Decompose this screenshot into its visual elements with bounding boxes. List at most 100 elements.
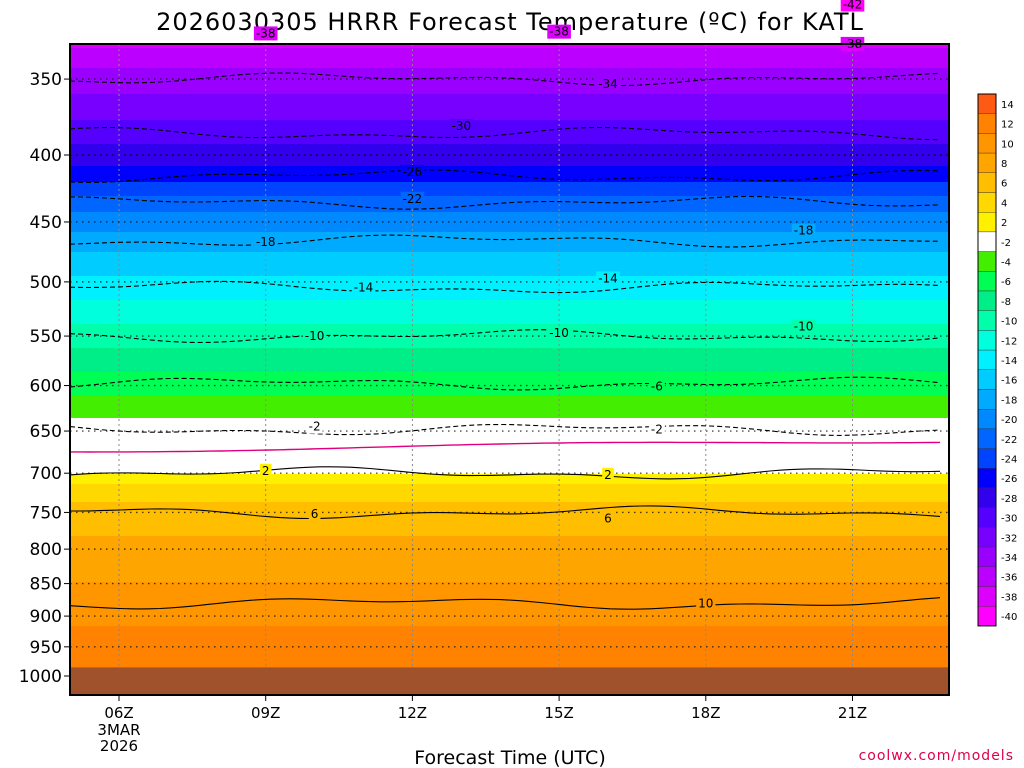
colorbar-label: -40	[1001, 612, 1017, 623]
temperature-band	[70, 230, 949, 233]
temperature-band	[70, 640, 949, 643]
temperature-band	[70, 66, 949, 69]
colorbar-label: 4	[1001, 198, 1007, 209]
temperature-band	[70, 112, 949, 115]
colorbar-swatch	[977, 192, 997, 213]
temperature-band	[70, 304, 949, 307]
temperature-band	[70, 504, 949, 507]
temperature-band	[70, 406, 949, 409]
temperature-band	[70, 194, 949, 197]
temperature-band	[70, 200, 949, 203]
temperature-band	[70, 302, 949, 305]
temperature-band	[70, 456, 949, 459]
temperature-band	[70, 426, 949, 429]
contour-label: -10	[794, 320, 814, 334]
temperature-band	[70, 334, 949, 337]
colorbar-swatch	[977, 409, 997, 430]
x-tick-label: 06Z	[104, 704, 133, 722]
temperature-band	[70, 532, 949, 535]
colorbar-label: -18	[1001, 395, 1017, 406]
temperature-band	[70, 222, 949, 225]
contour-label: -14	[354, 281, 374, 295]
temperature-band	[70, 590, 949, 593]
temperature-band	[70, 508, 949, 511]
temperature-band	[70, 434, 949, 437]
temperature-band	[70, 654, 949, 657]
temperature-band	[70, 412, 949, 415]
temperature-band	[70, 602, 949, 605]
temperature-band	[70, 568, 949, 571]
temperature-band	[70, 246, 949, 249]
colorbar-swatch	[977, 586, 997, 607]
contour-labels: -58-54-54-50-50-46-42-42-38-38-38-34-30-…	[253, 0, 865, 611]
contour-label-bg	[596, 271, 620, 286]
temperature-band	[70, 264, 949, 267]
temperature-band	[70, 116, 949, 119]
temperature-band	[70, 514, 949, 517]
x-tick-label: 21Z	[838, 704, 867, 722]
temperature-band	[70, 108, 949, 111]
colorbar-swatch	[977, 369, 997, 390]
colorbar-label: -10	[1001, 317, 1017, 328]
temperature-band	[70, 440, 949, 443]
temperature-band	[70, 454, 949, 457]
contour-label: -10	[305, 329, 325, 343]
temperature-band	[70, 656, 949, 659]
temperature-band	[70, 620, 949, 623]
temperature-band	[70, 158, 949, 161]
temperature-band	[70, 428, 949, 431]
temperature-band	[70, 68, 949, 71]
temperature-band	[70, 278, 949, 281]
temperature-band	[70, 232, 949, 235]
contour-label: 6	[311, 507, 319, 521]
temperature-band	[70, 622, 949, 625]
temperature-band	[70, 84, 949, 87]
contour-label-bg	[547, 24, 571, 39]
temperature-band	[70, 570, 949, 573]
y-tick-label: 300	[30, 0, 62, 2]
temperature-band	[70, 430, 949, 433]
colorbar-label: -32	[1001, 533, 1017, 544]
temperature-band	[70, 62, 949, 65]
temperature-band	[70, 554, 949, 557]
colorbar-label: -2	[1001, 238, 1011, 249]
temperature-band	[70, 260, 949, 263]
temperature-band	[70, 270, 949, 273]
temperature-band	[70, 450, 949, 453]
temperature-band	[70, 166, 949, 169]
temperature-band	[70, 516, 949, 519]
temperature-band	[70, 314, 949, 317]
temperature-band	[70, 574, 949, 577]
temperature-band	[70, 92, 949, 95]
temperature-band	[70, 488, 949, 491]
temperature-band	[70, 126, 949, 129]
temperature-band	[70, 160, 949, 163]
temperature-band	[70, 52, 949, 55]
y-tick-label: 500	[30, 273, 62, 293]
temperature-band	[70, 500, 949, 503]
temperature-band	[70, 258, 949, 261]
colorbar-label: -36	[1001, 573, 1017, 584]
temperature-band	[70, 198, 949, 201]
temperature-band	[70, 256, 949, 259]
temperature-band	[70, 646, 949, 649]
y-tick-label: 950	[30, 638, 62, 658]
temperature-band	[70, 380, 949, 383]
colorbar-swatch	[977, 349, 997, 371]
colorbar-label: -12	[1001, 336, 1017, 347]
colorbar-swatch	[977, 606, 997, 627]
temperature-band	[70, 496, 949, 499]
temperature-band	[70, 478, 949, 481]
temperature-band	[70, 70, 949, 73]
temperature-band	[70, 128, 949, 131]
temperature-band	[70, 528, 949, 531]
contour-label-bg	[253, 26, 278, 41]
temperature-band	[70, 268, 949, 271]
temperature-band	[70, 122, 949, 125]
temperature-band	[70, 510, 949, 513]
temperature-band	[70, 390, 949, 393]
colorbar-swatch	[977, 251, 997, 272]
colorbar-label: 6	[1001, 179, 1007, 190]
y-tick-label: 1000	[19, 667, 62, 687]
temperature-band	[70, 424, 949, 427]
